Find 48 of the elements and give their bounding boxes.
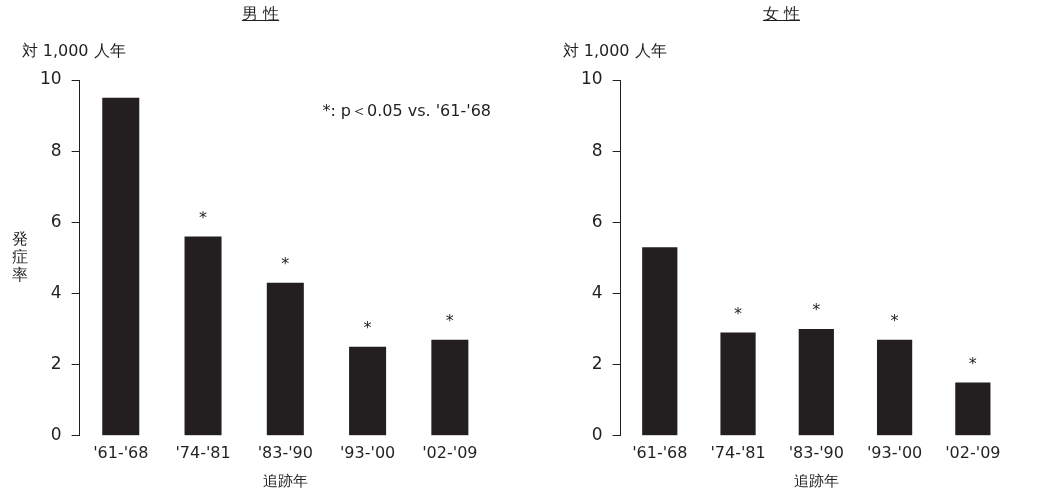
y-tick-label: 2 bbox=[50, 353, 62, 374]
y-tick-label: 4 bbox=[591, 281, 603, 302]
bar bbox=[102, 97, 140, 436]
x-tick-label: '74-'81 bbox=[175, 442, 231, 462]
x-tick-label: '83-'90 bbox=[788, 442, 844, 462]
y-tick-label: 0 bbox=[50, 424, 62, 445]
annotation: * bbox=[363, 318, 372, 338]
x-axis-title: 追跡年 bbox=[262, 471, 308, 490]
bar bbox=[876, 339, 913, 436]
x-tick-label: '93-'00 bbox=[866, 442, 923, 462]
chart-title: 男 性 bbox=[241, 4, 280, 23]
annotation: * bbox=[890, 310, 899, 330]
y-tick-label: 8 bbox=[591, 139, 603, 160]
y-tick-label: 10 bbox=[39, 68, 62, 89]
y-axis-title: 発症率 bbox=[12, 229, 28, 285]
bar bbox=[720, 332, 756, 436]
x-tick-label: '83-'90 bbox=[257, 442, 313, 462]
x-tick-label: '02-'09 bbox=[945, 442, 1001, 462]
x-tick-label: '02-'09 bbox=[422, 442, 478, 462]
y-tick-label: 6 bbox=[50, 210, 62, 231]
annotation: * bbox=[734, 303, 743, 323]
bar bbox=[266, 282, 304, 436]
text: 対 1,000 人年 bbox=[562, 41, 667, 61]
y-tick-label: 8 bbox=[50, 139, 62, 160]
annotation: * bbox=[968, 353, 977, 373]
y-tick-label: 0 bbox=[591, 424, 603, 445]
annotation: *: p＜0.05 vs. '61-'68 bbox=[322, 101, 491, 121]
y-tick-label: 10 bbox=[580, 68, 603, 89]
y-tick-label: 2 bbox=[591, 353, 603, 374]
bar bbox=[431, 339, 469, 436]
annotation: * bbox=[199, 207, 208, 227]
x-axis-title: 追跡年 bbox=[793, 471, 839, 490]
x-tick-label: '74-'81 bbox=[710, 442, 766, 462]
x-tick-label: '61-'68 bbox=[93, 442, 149, 462]
bar bbox=[184, 236, 222, 436]
annotation: * bbox=[445, 310, 454, 330]
y-tick-label: 6 bbox=[591, 210, 603, 231]
x-tick-label: '61-'68 bbox=[632, 442, 688, 462]
bar bbox=[798, 329, 834, 436]
annotation: * bbox=[812, 300, 821, 320]
annotation: * bbox=[281, 253, 290, 273]
y-tick-label: 4 bbox=[50, 281, 62, 302]
x-tick-label: '93-'00 bbox=[339, 442, 396, 462]
bar bbox=[349, 346, 387, 436]
text: 対 1,000 人年 bbox=[21, 41, 126, 61]
chart-title: 女 性 bbox=[762, 4, 801, 23]
bar bbox=[955, 382, 991, 436]
bar bbox=[642, 247, 678, 436]
